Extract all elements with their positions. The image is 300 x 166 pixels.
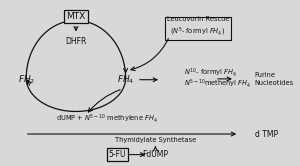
Text: $FH_4$: $FH_4$ [117, 74, 134, 86]
Text: d TMP: d TMP [255, 129, 278, 139]
Text: 5-FU: 5-FU [108, 150, 126, 159]
Text: FdUMP: FdUMP [142, 150, 168, 159]
Text: Thymidylate Synthetase: Thymidylate Synthetase [115, 137, 196, 143]
Text: $N^{5-10}$methenyl $FH_4$: $N^{5-10}$methenyl $FH_4$ [184, 78, 251, 90]
Text: $FH_2$: $FH_2$ [18, 74, 35, 86]
Text: dUMP + $N^{5-10}$ methylene $FH_4$: dUMP + $N^{5-10}$ methylene $FH_4$ [56, 112, 158, 125]
Text: Purine
Nucleotides: Purine Nucleotides [255, 72, 294, 86]
Text: DHFR: DHFR [65, 37, 87, 45]
Text: $N^{10}$- formyl $FH_4$: $N^{10}$- formyl $FH_4$ [184, 66, 237, 79]
Text: MTX: MTX [66, 12, 85, 21]
Text: Leucovorin Rescue
($N^{5}$- formyl $FH_4$): Leucovorin Rescue ($N^{5}$- formyl $FH_4… [167, 16, 229, 38]
